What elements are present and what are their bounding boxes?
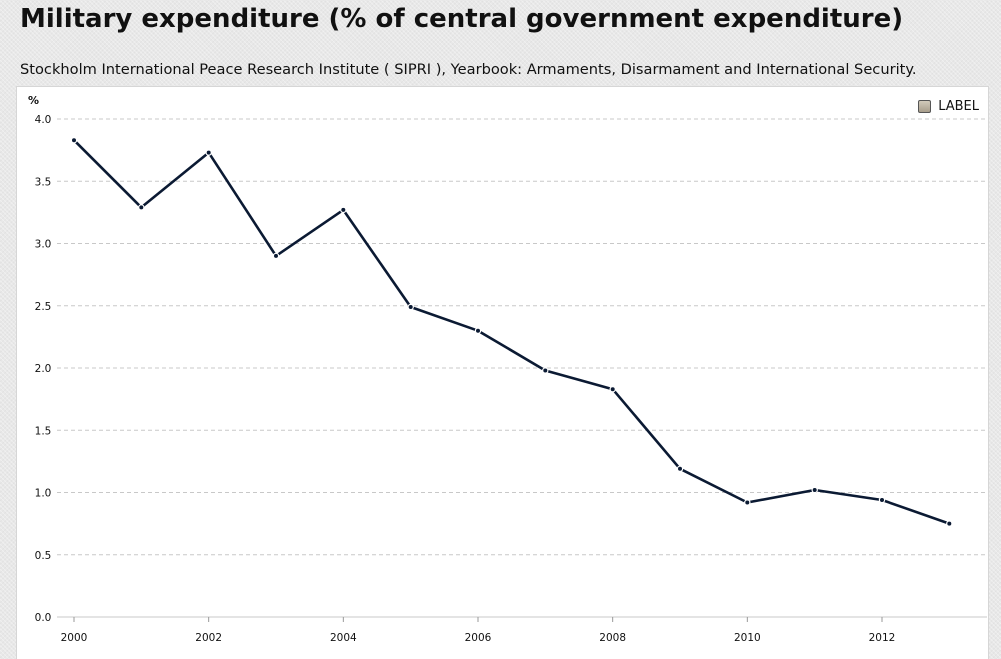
y-tick-label: 1.0: [35, 488, 52, 500]
data-point[interactable]: [946, 520, 953, 527]
legend[interactable]: LABEL: [918, 99, 979, 114]
data-point[interactable]: [609, 386, 616, 393]
legend-swatch-icon: [918, 100, 932, 113]
x-tick-label: 2000: [61, 632, 88, 644]
chart-panel: 0.0 0.5 1.0 1.5 2.0 2.5 3.0 3.5 4.0 2000 2002 2004 2…: [16, 86, 989, 659]
x-tick-label: 2010: [734, 632, 761, 644]
y-axis-unit-label: %: [28, 94, 39, 107]
data-point[interactable]: [138, 204, 145, 211]
data-point[interactable]: [70, 137, 78, 144]
y-tick-label: 0.5: [35, 550, 52, 562]
series-layer: [70, 137, 953, 527]
source-note: Stockholm International Peace Research I…: [20, 61, 917, 78]
y-tick-label: 2.5: [35, 301, 52, 313]
x-tick-label: 2002: [195, 632, 222, 644]
y-tick-label: 0.0: [35, 612, 52, 624]
data-point[interactable]: [205, 149, 212, 156]
data-point[interactable]: [676, 465, 684, 472]
y-tick-label: 2.0: [35, 363, 52, 375]
x-tick-label: 2004: [330, 632, 357, 644]
x-tick-label: 2012: [869, 632, 896, 644]
data-point[interactable]: [811, 486, 818, 494]
y-tick-label: 4.0: [35, 114, 52, 126]
y-tick-label: 1.5: [35, 425, 52, 437]
legend-label: LABEL: [938, 99, 979, 114]
line-chart: 0.0 0.5 1.0 1.5 2.0 2.5 3.0 3.5 4.0 2000 2002 2004 2…: [28, 94, 987, 644]
data-point[interactable]: [744, 499, 751, 506]
data-point[interactable]: [340, 206, 347, 214]
x-tick-label: 2008: [599, 632, 626, 644]
grid-lines: [57, 118, 987, 556]
page-title: Military expenditure (% of central gover…: [20, 4, 904, 34]
data-point[interactable]: [878, 496, 886, 504]
data-point[interactable]: [272, 252, 280, 260]
data-point[interactable]: [542, 367, 549, 374]
axes: 0.0 0.5 1.0 1.5 2.0 2.5 3.0 3.5 4.0 2000 2002 2004 2…: [35, 114, 987, 644]
data-point[interactable]: [407, 303, 414, 311]
data-point[interactable]: [474, 327, 482, 334]
y-tick-label: 3.5: [35, 176, 52, 188]
y-tick-label: 3.0: [35, 239, 52, 251]
series-line: [72, 138, 951, 525]
x-tick-label: 2006: [465, 632, 492, 644]
